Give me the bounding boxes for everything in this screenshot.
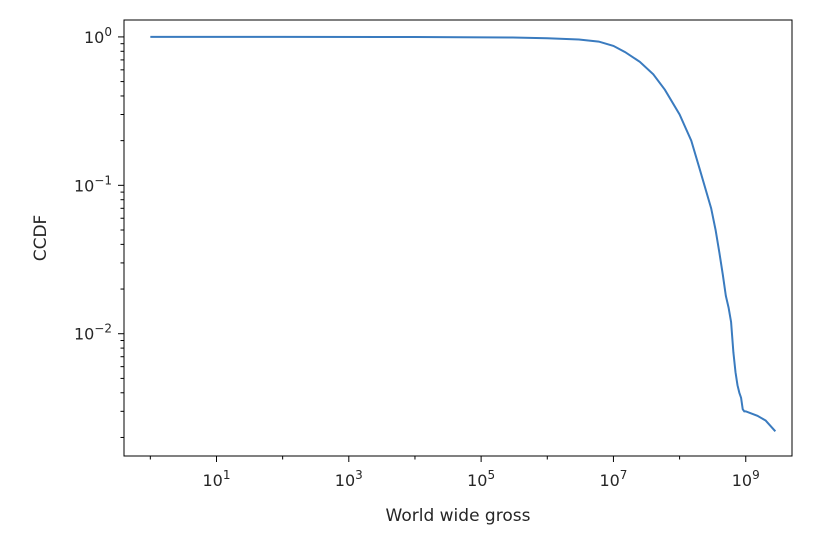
x-tick-label: 101	[202, 468, 230, 490]
x-tick-label: 105	[467, 468, 495, 490]
y-axis-label: CCDF	[31, 215, 51, 262]
x-tick-label: 107	[599, 468, 627, 490]
x-axis-label: World wide gross	[386, 506, 531, 526]
y-tick-label: 100	[84, 25, 112, 47]
ticks-layer: 101 103 105 107 109 100 10−1 10−2	[74, 25, 760, 490]
y-tick-label: 10−1	[74, 173, 112, 195]
x-tick-label: 103	[335, 468, 363, 490]
x-tick-label: 109	[732, 468, 760, 490]
y-tick-label: 10−2	[74, 322, 112, 344]
plot-frame	[123, 19, 793, 457]
ccdf-series-line	[150, 35, 777, 432]
